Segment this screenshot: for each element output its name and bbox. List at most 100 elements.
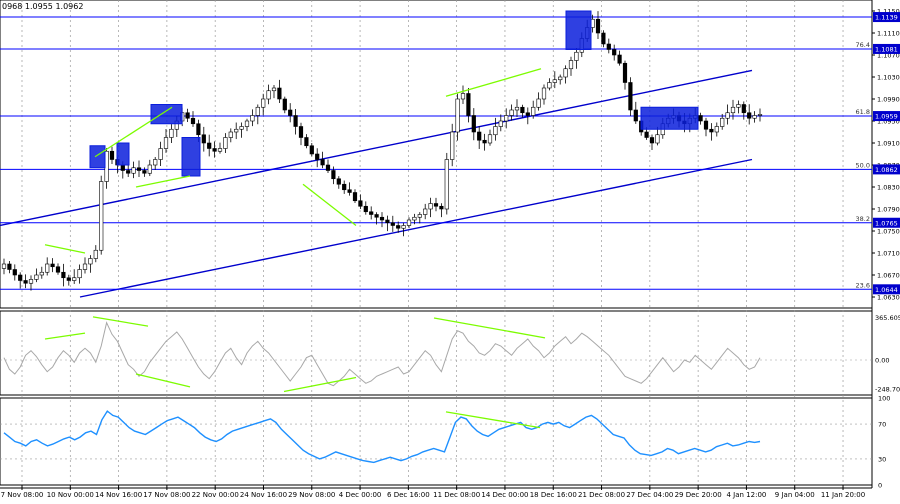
price-tick-label: 1.0670 bbox=[877, 272, 900, 280]
price-tick-label: 1.0830 bbox=[877, 184, 900, 192]
time-tick-label: 11 Dec 08:00 bbox=[433, 491, 480, 499]
candle-body bbox=[406, 219, 412, 226]
candle-body bbox=[228, 131, 233, 138]
candle-body bbox=[304, 137, 309, 147]
candle-body bbox=[439, 205, 444, 210]
candle-body bbox=[185, 112, 190, 119]
candle-body bbox=[757, 114, 763, 116]
candle-body bbox=[477, 131, 482, 141]
candle-body bbox=[136, 167, 142, 171]
rsi-tick-label: 30 bbox=[878, 455, 886, 463]
candle-body bbox=[352, 192, 358, 202]
candle-body bbox=[298, 126, 304, 138]
candle-body bbox=[552, 79, 557, 83]
candle-body bbox=[714, 126, 719, 133]
time-tick-label: 24 Nov 16:00 bbox=[240, 491, 287, 499]
candle-body bbox=[1, 263, 7, 269]
candle-body bbox=[45, 263, 50, 273]
candle-body bbox=[196, 123, 201, 136]
candle-body bbox=[126, 170, 131, 174]
candle-body bbox=[520, 106, 525, 114]
time-tick-label: 29 Nov 08:00 bbox=[288, 491, 335, 499]
candle-body bbox=[369, 211, 374, 215]
cci-series-line bbox=[3, 321, 761, 387]
candle-body bbox=[39, 271, 44, 276]
candle-body bbox=[99, 181, 104, 251]
candle-body bbox=[82, 263, 88, 270]
candle-body bbox=[93, 249, 98, 259]
candle-body bbox=[703, 120, 709, 130]
fib-level-label: 23.6 bbox=[856, 281, 870, 289]
time-tick-label: 6 Dec 16:00 bbox=[387, 491, 430, 499]
candle-body bbox=[309, 145, 314, 155]
candle-body bbox=[412, 216, 417, 221]
time-tick-label: 7 Nov 08:00 bbox=[1, 491, 44, 499]
level-price-badge bbox=[873, 43, 900, 54]
time-tick-label: 4 Dec 00:00 bbox=[339, 491, 382, 499]
time-tick-label: 22 Nov 00:00 bbox=[192, 491, 239, 499]
candle-body bbox=[347, 189, 352, 193]
candle-body bbox=[288, 109, 293, 116]
candle-body bbox=[531, 106, 536, 116]
pattern-highlight-box bbox=[640, 106, 699, 130]
time-tick-label: 9 Jan 04:00 bbox=[775, 491, 815, 499]
candle-body bbox=[212, 148, 217, 152]
quote-header: 0968 1.0955 1.0962 bbox=[2, 2, 83, 11]
level-price-badge-label: 1.0959 bbox=[875, 113, 898, 121]
candle-body bbox=[736, 104, 741, 108]
candle-body bbox=[444, 159, 449, 210]
main-price-panel: 76.4 61.8 50.0 38.2 23.6 bbox=[0, 10, 872, 298]
fib-level-label: 76.4 bbox=[856, 41, 870, 49]
time-tick-label: 18 Dec 16:00 bbox=[530, 491, 577, 499]
candle-body bbox=[77, 269, 82, 279]
pattern-highlight-box bbox=[89, 145, 106, 169]
candle-body bbox=[61, 271, 66, 279]
candle-body bbox=[50, 263, 55, 268]
candle-body bbox=[293, 115, 298, 127]
candle-body bbox=[18, 274, 23, 281]
candle-body bbox=[223, 137, 228, 149]
candle-body bbox=[595, 18, 601, 34]
price-tick-label: 1.0790 bbox=[877, 206, 900, 214]
price-tick-label: 1.0710 bbox=[877, 250, 900, 258]
candle-body bbox=[342, 183, 347, 191]
candle-body bbox=[525, 112, 530, 116]
price-tick-label: 1.1150 bbox=[877, 8, 900, 16]
candle-body bbox=[628, 82, 633, 111]
divergence-line bbox=[445, 68, 542, 97]
rsi-divergence-line bbox=[445, 411, 541, 429]
candle-body bbox=[250, 115, 255, 122]
candle-body bbox=[385, 219, 390, 224]
candle-body bbox=[379, 216, 385, 221]
candle-body bbox=[261, 98, 266, 108]
candle-body bbox=[158, 148, 163, 160]
candle-body bbox=[266, 90, 271, 100]
level-price-badge bbox=[873, 111, 900, 122]
candle-body bbox=[428, 203, 433, 210]
rsi-tick-label: 70 bbox=[878, 421, 886, 429]
time-tick-label: 21 Dec 08:00 bbox=[578, 491, 625, 499]
candle-body bbox=[536, 98, 541, 108]
cci-divergence-line bbox=[92, 316, 149, 327]
level-price-badge bbox=[873, 284, 900, 295]
price-tick-label: 1.0990 bbox=[877, 96, 900, 104]
candle-body bbox=[563, 68, 568, 78]
candle-body bbox=[747, 112, 752, 119]
candle-body bbox=[558, 76, 563, 81]
pattern-highlight-box bbox=[565, 10, 592, 50]
price-tick-label: 1.0750 bbox=[877, 228, 900, 236]
candle-body bbox=[72, 277, 77, 281]
candle-body bbox=[66, 277, 71, 281]
price-tick-label: 1.1110 bbox=[877, 30, 900, 38]
candle-body bbox=[88, 258, 93, 265]
level-price-badge-label: 1.1139 bbox=[875, 14, 898, 22]
candle-body bbox=[315, 153, 320, 160]
cci-divergence-line bbox=[433, 317, 546, 339]
candle-body bbox=[720, 117, 725, 127]
candle-body bbox=[541, 87, 547, 100]
candle-body bbox=[109, 150, 115, 160]
candle-body bbox=[498, 120, 503, 127]
